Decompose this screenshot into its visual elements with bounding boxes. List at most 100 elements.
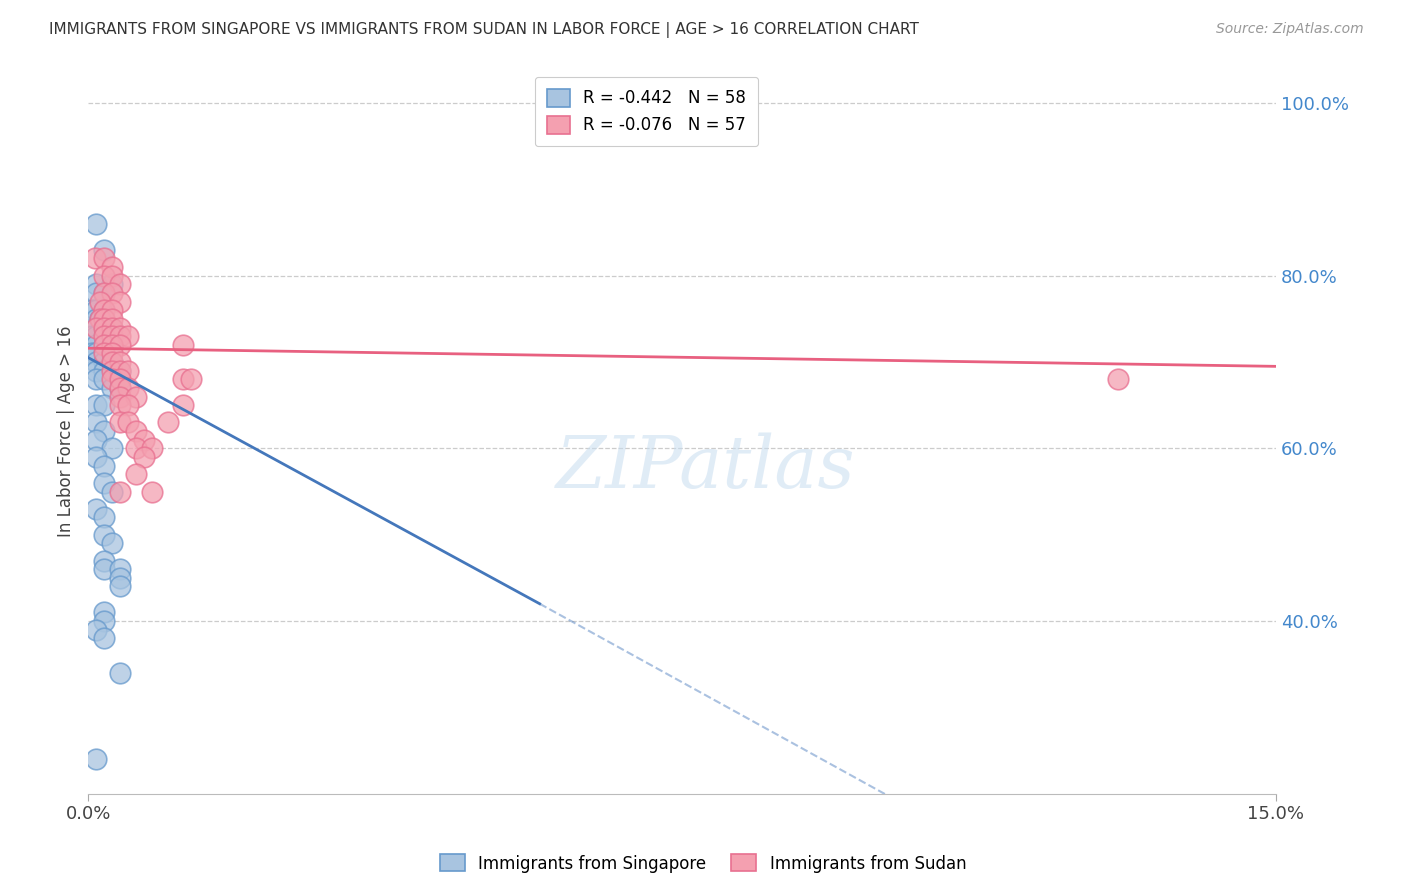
Point xyxy=(93,285,115,300)
Point xyxy=(101,364,124,378)
Point xyxy=(108,665,131,680)
Point xyxy=(93,311,115,326)
Point xyxy=(84,303,107,318)
Point xyxy=(172,398,194,412)
Point xyxy=(108,294,131,309)
Point xyxy=(83,252,105,266)
Point xyxy=(93,510,115,524)
Point xyxy=(101,536,124,550)
Point xyxy=(108,381,131,395)
Point xyxy=(82,329,104,343)
Point xyxy=(89,311,111,326)
Point xyxy=(108,372,131,386)
Point xyxy=(93,346,115,360)
Point xyxy=(101,442,124,456)
Point xyxy=(117,398,139,412)
Y-axis label: In Labor Force | Age > 16: In Labor Force | Age > 16 xyxy=(58,326,75,537)
Point xyxy=(84,320,107,334)
Text: ZIPatlas: ZIPatlas xyxy=(557,432,856,502)
Point xyxy=(108,381,131,395)
Point xyxy=(108,484,131,499)
Point xyxy=(172,372,194,386)
Point xyxy=(180,372,202,386)
Point xyxy=(93,527,115,541)
Point xyxy=(108,277,131,292)
Point xyxy=(93,614,115,628)
Point xyxy=(84,364,107,378)
Point xyxy=(84,372,107,386)
Point xyxy=(108,562,131,576)
Point xyxy=(108,338,131,352)
Point xyxy=(141,442,163,456)
Point xyxy=(93,372,115,386)
Point xyxy=(108,320,131,334)
Point xyxy=(117,416,139,430)
Point xyxy=(84,398,107,412)
Point xyxy=(84,450,107,464)
Text: Source: ZipAtlas.com: Source: ZipAtlas.com xyxy=(1216,22,1364,37)
Point xyxy=(108,390,131,404)
Point xyxy=(108,355,131,369)
Point xyxy=(93,458,115,473)
Point xyxy=(93,285,115,300)
Point xyxy=(101,329,124,343)
Point xyxy=(93,329,115,343)
Point xyxy=(101,320,124,334)
Point xyxy=(89,294,111,309)
Point xyxy=(84,329,107,343)
Point xyxy=(172,338,194,352)
Point xyxy=(101,338,124,352)
Point xyxy=(84,346,107,360)
Point xyxy=(93,364,115,378)
Point xyxy=(93,338,115,352)
Point xyxy=(84,501,107,516)
Point xyxy=(125,390,148,404)
Point xyxy=(108,329,131,343)
Point xyxy=(84,217,107,231)
Point xyxy=(93,243,115,257)
Text: IMMIGRANTS FROM SINGAPORE VS IMMIGRANTS FROM SUDAN IN LABOR FORCE | AGE > 16 COR: IMMIGRANTS FROM SINGAPORE VS IMMIGRANTS … xyxy=(49,22,920,38)
Point xyxy=(93,268,115,283)
Point xyxy=(82,303,104,318)
Legend: Immigrants from Singapore, Immigrants from Sudan: Immigrants from Singapore, Immigrants fr… xyxy=(433,847,973,880)
Point xyxy=(84,277,107,292)
Legend: R = -0.442   N = 58, R = -0.076   N = 57: R = -0.442 N = 58, R = -0.076 N = 57 xyxy=(536,77,758,146)
Point xyxy=(84,355,107,369)
Point xyxy=(101,355,124,369)
Point xyxy=(117,329,139,343)
Point xyxy=(84,433,107,447)
Point xyxy=(125,424,148,438)
Point xyxy=(93,606,115,620)
Point xyxy=(84,338,107,352)
Point xyxy=(101,484,124,499)
Point xyxy=(93,632,115,646)
Point xyxy=(125,467,148,482)
Point xyxy=(108,398,131,412)
Point xyxy=(108,571,131,585)
Point xyxy=(125,442,148,456)
Point xyxy=(101,355,124,369)
Point xyxy=(84,752,107,766)
Point xyxy=(93,320,115,334)
Point xyxy=(132,450,155,464)
Point xyxy=(84,311,107,326)
Point xyxy=(93,562,115,576)
Point xyxy=(101,260,124,274)
Point xyxy=(93,346,115,360)
Point xyxy=(141,484,163,499)
Point xyxy=(108,364,131,378)
Point xyxy=(84,320,107,334)
Point xyxy=(132,433,155,447)
Point xyxy=(93,329,115,343)
Point xyxy=(101,277,124,292)
Point xyxy=(117,364,139,378)
Point xyxy=(101,268,124,283)
Point xyxy=(93,355,115,369)
Point xyxy=(89,311,111,326)
Point xyxy=(101,346,124,360)
Point xyxy=(101,381,124,395)
Point xyxy=(93,320,115,334)
Point xyxy=(108,364,131,378)
Point xyxy=(101,372,124,386)
Point xyxy=(93,303,115,318)
